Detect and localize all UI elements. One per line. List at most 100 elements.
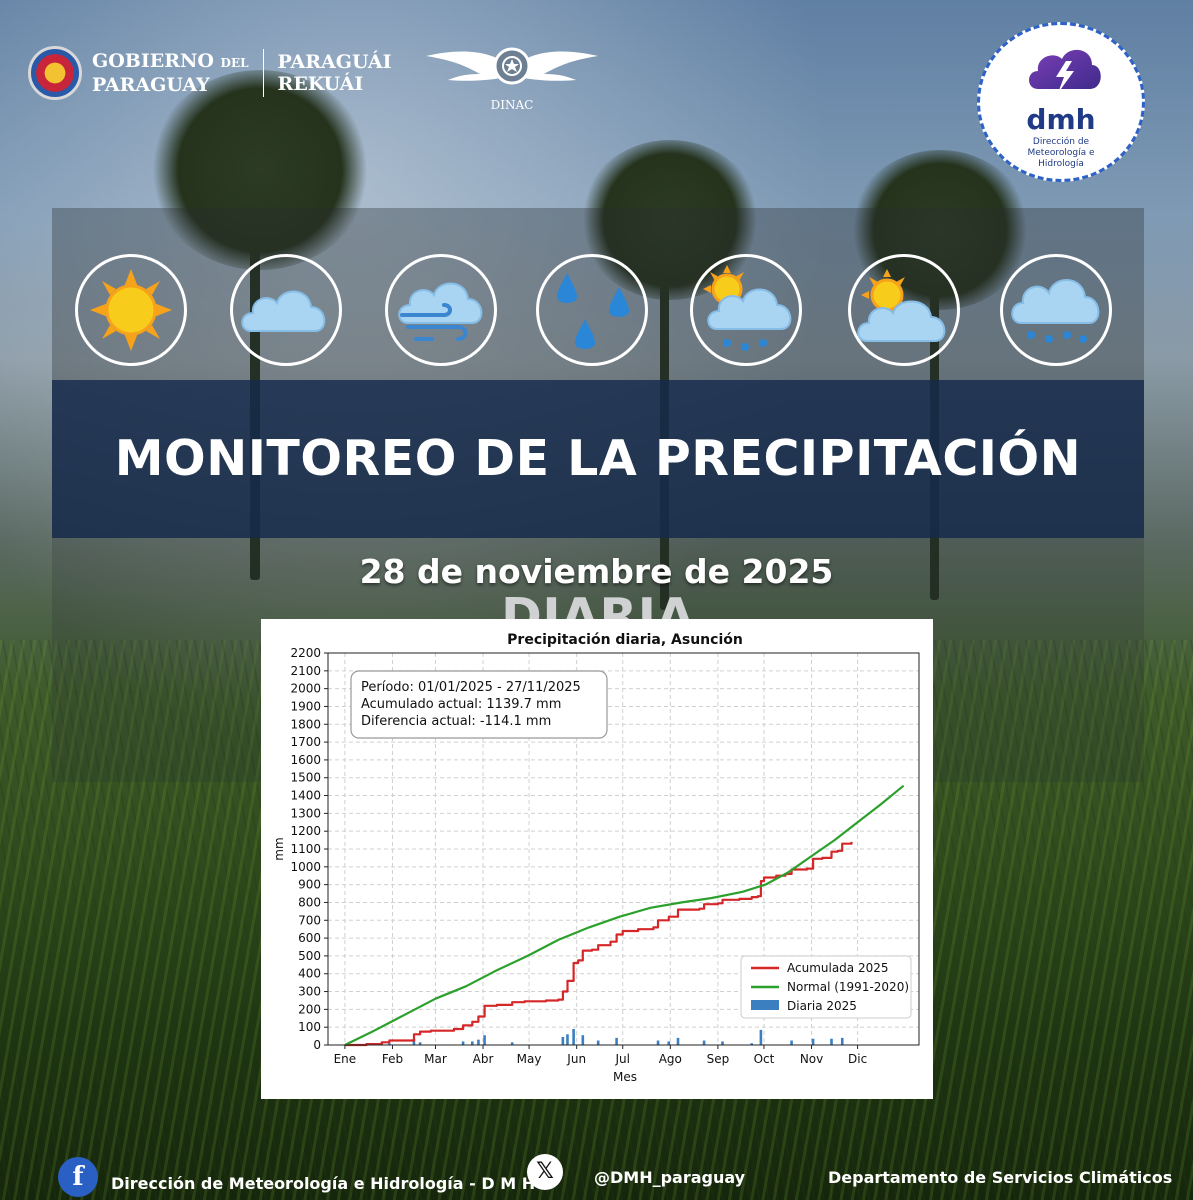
logo-divider — [262, 49, 264, 97]
palm-trunk — [250, 160, 260, 580]
gov-del: DEL — [220, 56, 249, 70]
daily-bar — [388, 1043, 391, 1045]
paraguay-seal-icon — [28, 46, 82, 100]
dinac-label: DINAC — [490, 98, 534, 112]
y-tick-label: 2100 — [290, 664, 321, 678]
y-tick-label: 2200 — [290, 646, 321, 660]
y-axis-ticks: 0 100 200 300 400 500 600 700 800 900 1000 1100 1200… — [290, 646, 328, 1052]
rain-drops-icon — [536, 254, 648, 366]
y-tick-label: 700 — [298, 913, 321, 927]
cloud-icon — [230, 254, 342, 366]
sun-cloud-rain-icon — [690, 254, 802, 366]
chart-title: Precipitación diaria, Asunción — [507, 632, 743, 648]
x-tick-label: Ene — [334, 1052, 357, 1066]
daily-bar — [412, 1038, 416, 1045]
x-tick-label: Sep — [707, 1052, 730, 1066]
department-name: Departamento de Servicios Climáticos — [828, 1168, 1173, 1187]
x-tick-label: Nov — [800, 1052, 823, 1066]
daily-bar — [676, 1037, 680, 1045]
precipitation-chart: Precipitación diaria, Asunción 0 100 200 30… — [261, 619, 933, 1099]
gov-line3: PARAGUÁI — [277, 51, 392, 73]
x-tick-label: May — [517, 1052, 542, 1066]
wings-icon — [426, 47, 598, 85]
daily-bar — [566, 1034, 569, 1045]
y-tick-label: 800 — [298, 895, 321, 909]
gobierno-name: GOBIERNO DEL PARAGUAY — [92, 50, 249, 96]
chart-svg: Precipitación diaria, Asunción 0 100 200 30… — [272, 632, 920, 1084]
y-tick-label: 300 — [298, 985, 321, 999]
daily-bar — [656, 1040, 660, 1045]
y-tick-label: 1400 — [290, 789, 321, 803]
x-twitter-icon[interactable]: 𝕏 — [527, 1154, 563, 1190]
x-handle[interactable]: @DMH_paraguay — [594, 1168, 746, 1187]
x-axis-label: Mes — [613, 1070, 637, 1084]
x-axis-ticks: Ene Feb Mar Abr May Jun Jul Ago Sep Oct Nov Dic — [334, 1045, 867, 1066]
y-tick-label: 1000 — [290, 860, 321, 874]
y-tick-label: 0 — [313, 1038, 321, 1052]
daily-bar — [790, 1040, 793, 1045]
daily-bar — [483, 1035, 486, 1045]
info-accumulated: Acumulado actual: 1139.7 mm — [361, 697, 561, 712]
info-box-frame — [350, 670, 608, 739]
chart-grid — [328, 652, 919, 1046]
legend-normal: Normal (1991-2020) — [787, 980, 909, 994]
y-tick-label: 1800 — [290, 717, 321, 731]
gov-line4: REKUÁI — [277, 73, 364, 95]
dmh-acronym: dmh — [1026, 103, 1096, 136]
chart-legend: Acumulada 2025 Normal (1991-2020) Diaria… — [740, 955, 912, 1019]
x-tick-label: Jun — [566, 1052, 586, 1066]
legend-frame — [740, 955, 912, 1019]
y-axis-label: mm — [272, 837, 286, 860]
daily-bar — [461, 1041, 465, 1045]
daily-bar — [811, 1038, 815, 1045]
dinac-logo: DINAC — [422, 40, 602, 112]
x-tick-label: Jul — [614, 1052, 629, 1066]
daily-bar — [721, 1041, 724, 1045]
daily-bar — [470, 1041, 474, 1045]
daily-bar — [840, 1037, 844, 1045]
y-tick-label: 100 — [298, 1020, 321, 1034]
legend-swatch-daily — [751, 1000, 779, 1010]
facebook-page-name[interactable]: Dirección de Meteorología e Hidrología -… — [111, 1174, 536, 1193]
daily-bar — [830, 1038, 833, 1045]
facebook-icon[interactable]: f — [58, 1157, 98, 1197]
y-tick-label: 1700 — [290, 735, 321, 749]
footer: f Dirección de Meteorología e Hidrología… — [0, 1150, 1193, 1200]
y-tick-label: 1500 — [290, 771, 321, 785]
x-tick-label: Abr — [473, 1052, 494, 1066]
rekuai-name: PARAGUÁI REKUÁI — [278, 51, 392, 95]
info-period: Período: 01/01/2025 - 27/11/2025 — [361, 680, 581, 695]
daily-bar — [702, 1040, 706, 1045]
gov-line1: GOBIERNO — [92, 50, 214, 72]
legend-accumulated: Acumulada 2025 — [787, 961, 889, 975]
y-tick-label: 500 — [298, 949, 321, 963]
sun-cloud-icon — [848, 254, 960, 366]
y-tick-label: 1300 — [290, 806, 321, 820]
daily-bar — [510, 1042, 514, 1045]
normal-1991-2020-line — [344, 784, 905, 1046]
wind-cloud-icon — [385, 254, 497, 366]
y-tick-label: 1900 — [290, 699, 321, 713]
y-tick-label: 600 — [298, 931, 321, 945]
x-tick-label: Dic — [848, 1052, 867, 1066]
title-band — [52, 380, 1144, 538]
y-tick-label: 900 — [298, 878, 321, 892]
y-tick-label: 2000 — [290, 682, 321, 696]
daily-bar — [667, 1041, 671, 1045]
y-tick-label: 1100 — [290, 842, 321, 856]
report-date: 28 de noviembre de 2025 — [359, 552, 834, 591]
storm-cloud-icon — [1029, 49, 1101, 93]
daily-bar — [759, 1029, 763, 1045]
gov-line2: PARAGUAY — [92, 74, 210, 96]
y-tick-label: 200 — [298, 1002, 321, 1016]
page-title: MONITOREO DE LA PRECIPITACIÓN DIARIA — [114, 430, 1082, 645]
y-tick-label: 1600 — [290, 753, 321, 767]
cloud-rain-icon — [1000, 254, 1112, 366]
dmh-logo: dmh Dirección de Meteorología e Hidrolog… — [977, 22, 1145, 182]
info-box: Período: 01/01/2025 - 27/11/2025 Acumula… — [350, 670, 608, 739]
daily-bar — [581, 1035, 585, 1045]
gobierno-logo: GOBIERNO DEL PARAGUAY PARAGUÁI REKUÁI — [28, 46, 392, 100]
daily-bar — [615, 1037, 618, 1045]
series-lines — [344, 784, 905, 1047]
palm-crown — [150, 70, 370, 270]
